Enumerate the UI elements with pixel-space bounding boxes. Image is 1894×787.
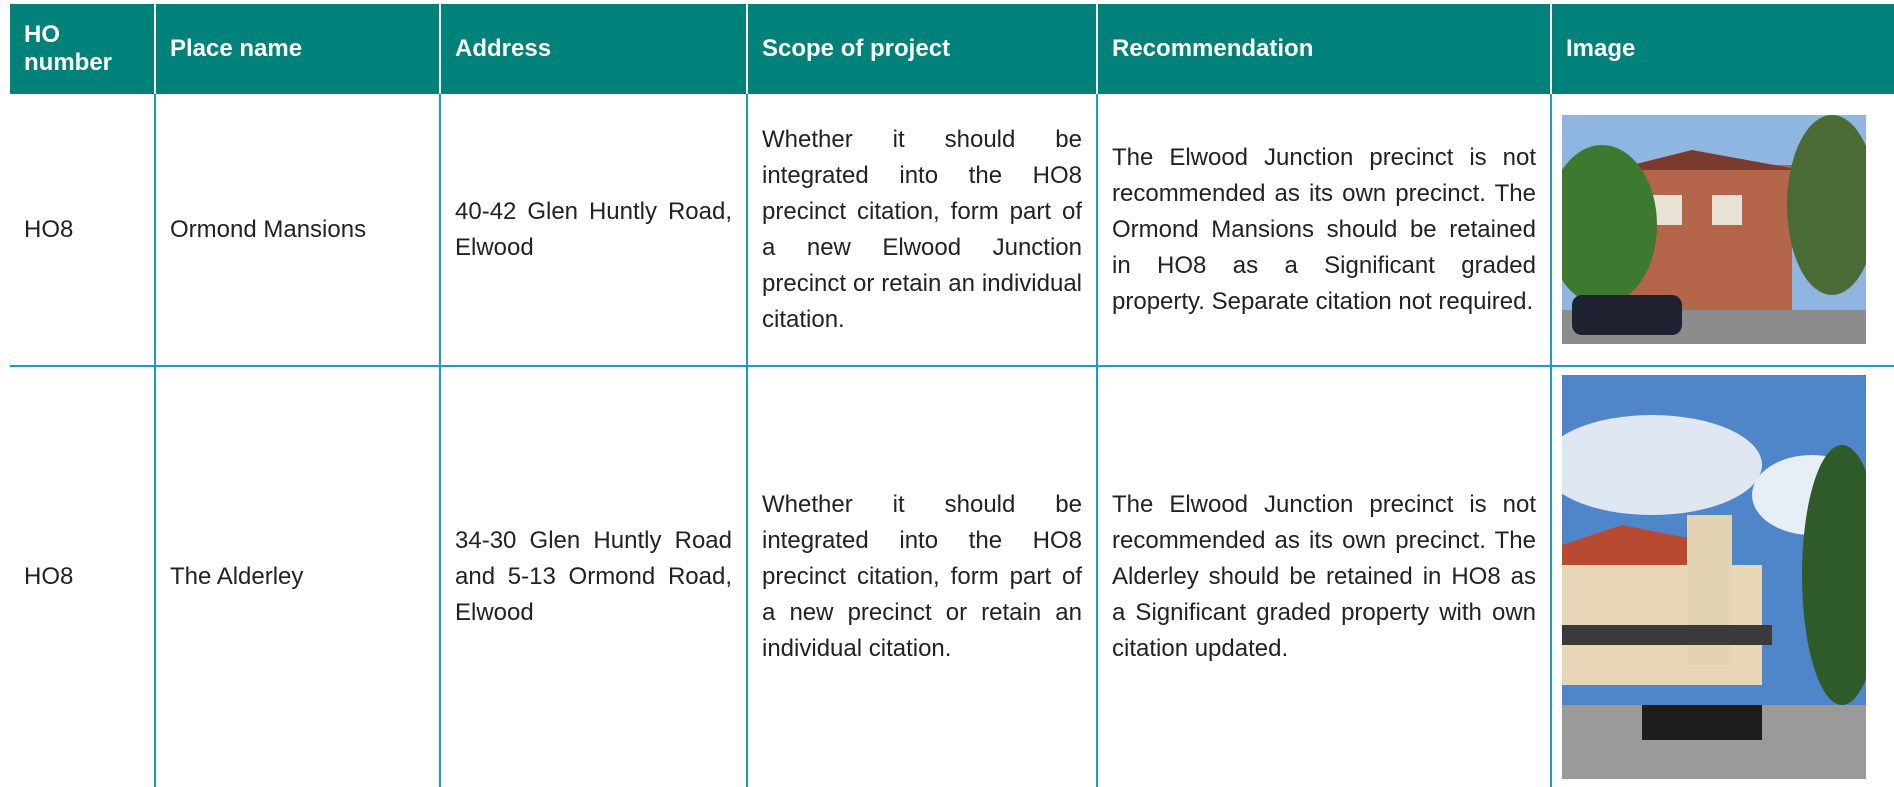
header-cell: HO number: [10, 4, 156, 94]
cell: The Elwood Junction precinct is not reco…: [1097, 366, 1552, 787]
cell: The Alderley: [155, 366, 441, 787]
cell: HO8: [10, 94, 156, 367]
image-cell: [1551, 94, 1894, 367]
cell: HO8: [10, 366, 156, 787]
table-row: HO8 The Alderley 34-30 Glen Huntly Road …: [10, 366, 1894, 787]
table-row: HO8 Ormond Mansions 40-42 Glen Huntly Ro…: [10, 94, 1894, 367]
cell: Whether it should be integrated into the…: [747, 366, 1098, 787]
cell: The Elwood Junction precinct is not reco…: [1097, 94, 1552, 367]
photo: [1562, 115, 1866, 344]
header-cell: Address: [440, 4, 748, 94]
header-cell: Image: [1551, 4, 1894, 94]
cell: Whether it should be integrated into the…: [747, 94, 1098, 367]
image-cell: [1551, 366, 1894, 787]
cell: 40-42 Glen Huntly Road, Elwood: [440, 94, 748, 367]
photo: [1562, 375, 1866, 779]
header-cell: Scope of project: [747, 4, 1098, 94]
cell: 34-30 Glen Huntly Road and 5-13 Ormond R…: [440, 366, 748, 787]
header-cell: Place name: [155, 4, 441, 94]
heritage-table: HO number Place name Address Scope of pr…: [10, 4, 1894, 787]
header-row: HO number Place name Address Scope of pr…: [10, 4, 1894, 94]
header-cell: Recommendation: [1097, 4, 1552, 94]
cell: Ormond Mansions: [155, 94, 441, 367]
